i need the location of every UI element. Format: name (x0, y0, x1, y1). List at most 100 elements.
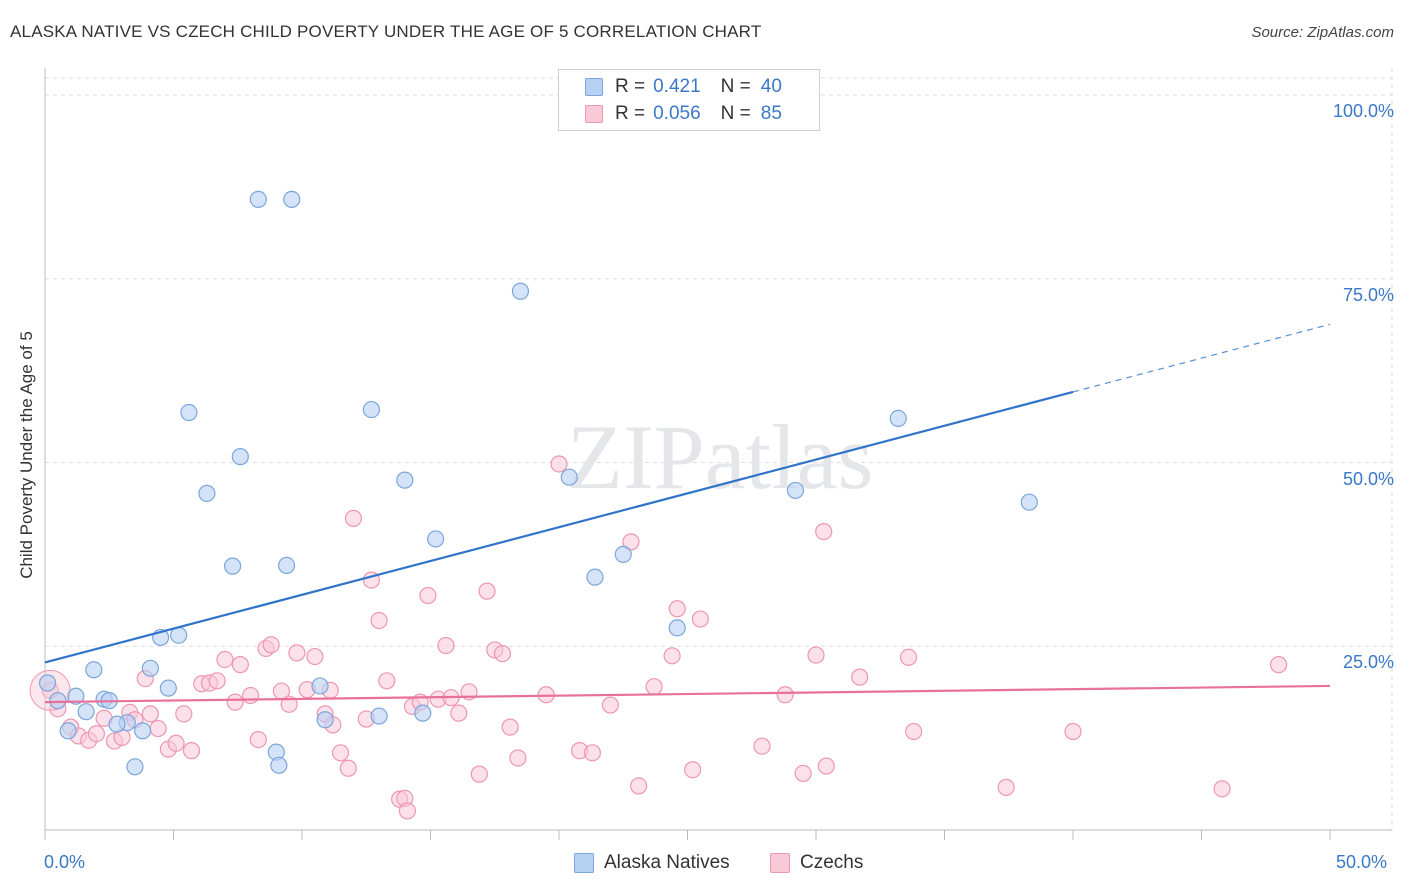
czech-point (493, 644, 512, 663)
x-tick-max: 50.0% (1336, 852, 1388, 872)
alaska-point (668, 619, 686, 637)
czech-point (1269, 656, 1288, 674)
czech-point (208, 672, 226, 690)
y-tick-label: 75.0% (1342, 284, 1394, 305)
source-label: Source: ZipAtlas.com (1251, 24, 1394, 41)
y-tick-label: 100.0% (1332, 101, 1394, 121)
r-label: R = (615, 76, 646, 97)
alaska-point (1020, 493, 1038, 511)
czech-swatch (585, 105, 603, 123)
legend-label-alaska: Alaska Natives (604, 852, 730, 873)
legend-label-czech: Czechs (800, 852, 864, 873)
n-value: 40 (760, 76, 782, 97)
alaska-point (511, 282, 530, 300)
alaska-point (270, 756, 288, 774)
y-tick-label: 25.0% (1342, 652, 1394, 673)
czech-point (87, 725, 106, 743)
alaska-point (427, 530, 445, 548)
alaska-point (77, 703, 95, 721)
legend-row-alaska: R = 0.421 N = 40 (585, 75, 782, 99)
czech-point (470, 765, 488, 783)
czech-trend-line (44, 684, 1331, 704)
alaska-point (560, 468, 578, 486)
alaska-point (889, 409, 907, 427)
czech-point (344, 509, 362, 527)
czech-point (398, 802, 416, 820)
alaska-point (159, 679, 177, 697)
alaska-point (396, 471, 414, 489)
czech-point (905, 722, 923, 741)
czech-point (509, 749, 527, 767)
legend-item-czech[interactable]: Czechs (770, 852, 863, 874)
czech-point (339, 759, 357, 777)
alaska-points (38, 190, 1038, 776)
trend-lines (44, 323, 1331, 704)
czech-point (249, 730, 267, 749)
legend-item-alaska[interactable]: Alaska Natives (574, 852, 730, 874)
czech-point (478, 582, 496, 600)
czech-point (242, 686, 260, 705)
czech-swatch (770, 853, 790, 873)
alaska-point (786, 481, 805, 500)
czech-point (501, 718, 519, 736)
czech-points (29, 455, 1288, 820)
czech-point (450, 704, 468, 722)
r-label: R = (615, 103, 646, 124)
czech-point (583, 744, 602, 762)
alaska-swatch (585, 78, 603, 96)
alaska-point (180, 403, 198, 422)
czech-point (776, 686, 794, 704)
alaska-point (277, 556, 296, 575)
alaska-swatch (574, 853, 594, 873)
czech-point (370, 611, 388, 630)
czech-point (630, 777, 648, 795)
czech-point (262, 636, 280, 654)
legend-row-czech: R = 0.056 N = 85 (585, 102, 782, 126)
czech-point (622, 533, 640, 551)
alaska-point (414, 704, 432, 722)
axes (44, 68, 1392, 840)
r-value: 0.421 (653, 76, 701, 97)
czech-point (815, 522, 833, 541)
czech-point (167, 734, 185, 752)
czech-point (216, 650, 234, 669)
czech-point (419, 586, 437, 605)
czech-point (807, 646, 825, 664)
alaska-point (134, 722, 152, 740)
czech-point (753, 737, 771, 755)
czech-point (997, 778, 1015, 796)
n-label: N = (720, 103, 751, 124)
alaska-point (85, 661, 103, 679)
alaska-point (586, 568, 604, 586)
alaska-point (198, 484, 216, 502)
alaska-point (311, 677, 329, 695)
alaska-point (49, 692, 67, 710)
czech-point (331, 744, 350, 762)
alaska-point (224, 557, 242, 575)
n-label: N = (720, 76, 751, 97)
czech-point (668, 600, 686, 618)
correlation-legend: R = 0.421 N = 40 R = 0.056 N = 85 (558, 69, 820, 131)
alaska-point (126, 758, 144, 776)
czech-point (149, 719, 167, 738)
alaska-point (362, 400, 380, 419)
alaska-point (38, 674, 57, 692)
czech-point (306, 647, 324, 666)
x-tick-min: 0.0% (44, 852, 86, 872)
n-value: 85 (760, 103, 782, 124)
czech-point (437, 636, 455, 655)
alaska-point (249, 190, 267, 208)
alaska-point (283, 190, 301, 208)
czech-point (378, 672, 396, 690)
alaska-point (141, 659, 159, 677)
alaska-point (370, 707, 388, 725)
czech-point (182, 742, 201, 760)
czech-point (601, 696, 620, 714)
gridlines (45, 68, 1393, 830)
czech-point (691, 610, 709, 628)
czech-point (899, 648, 918, 666)
czech-point (645, 678, 663, 696)
alaska-point (614, 545, 632, 563)
alaska-point (59, 722, 77, 740)
